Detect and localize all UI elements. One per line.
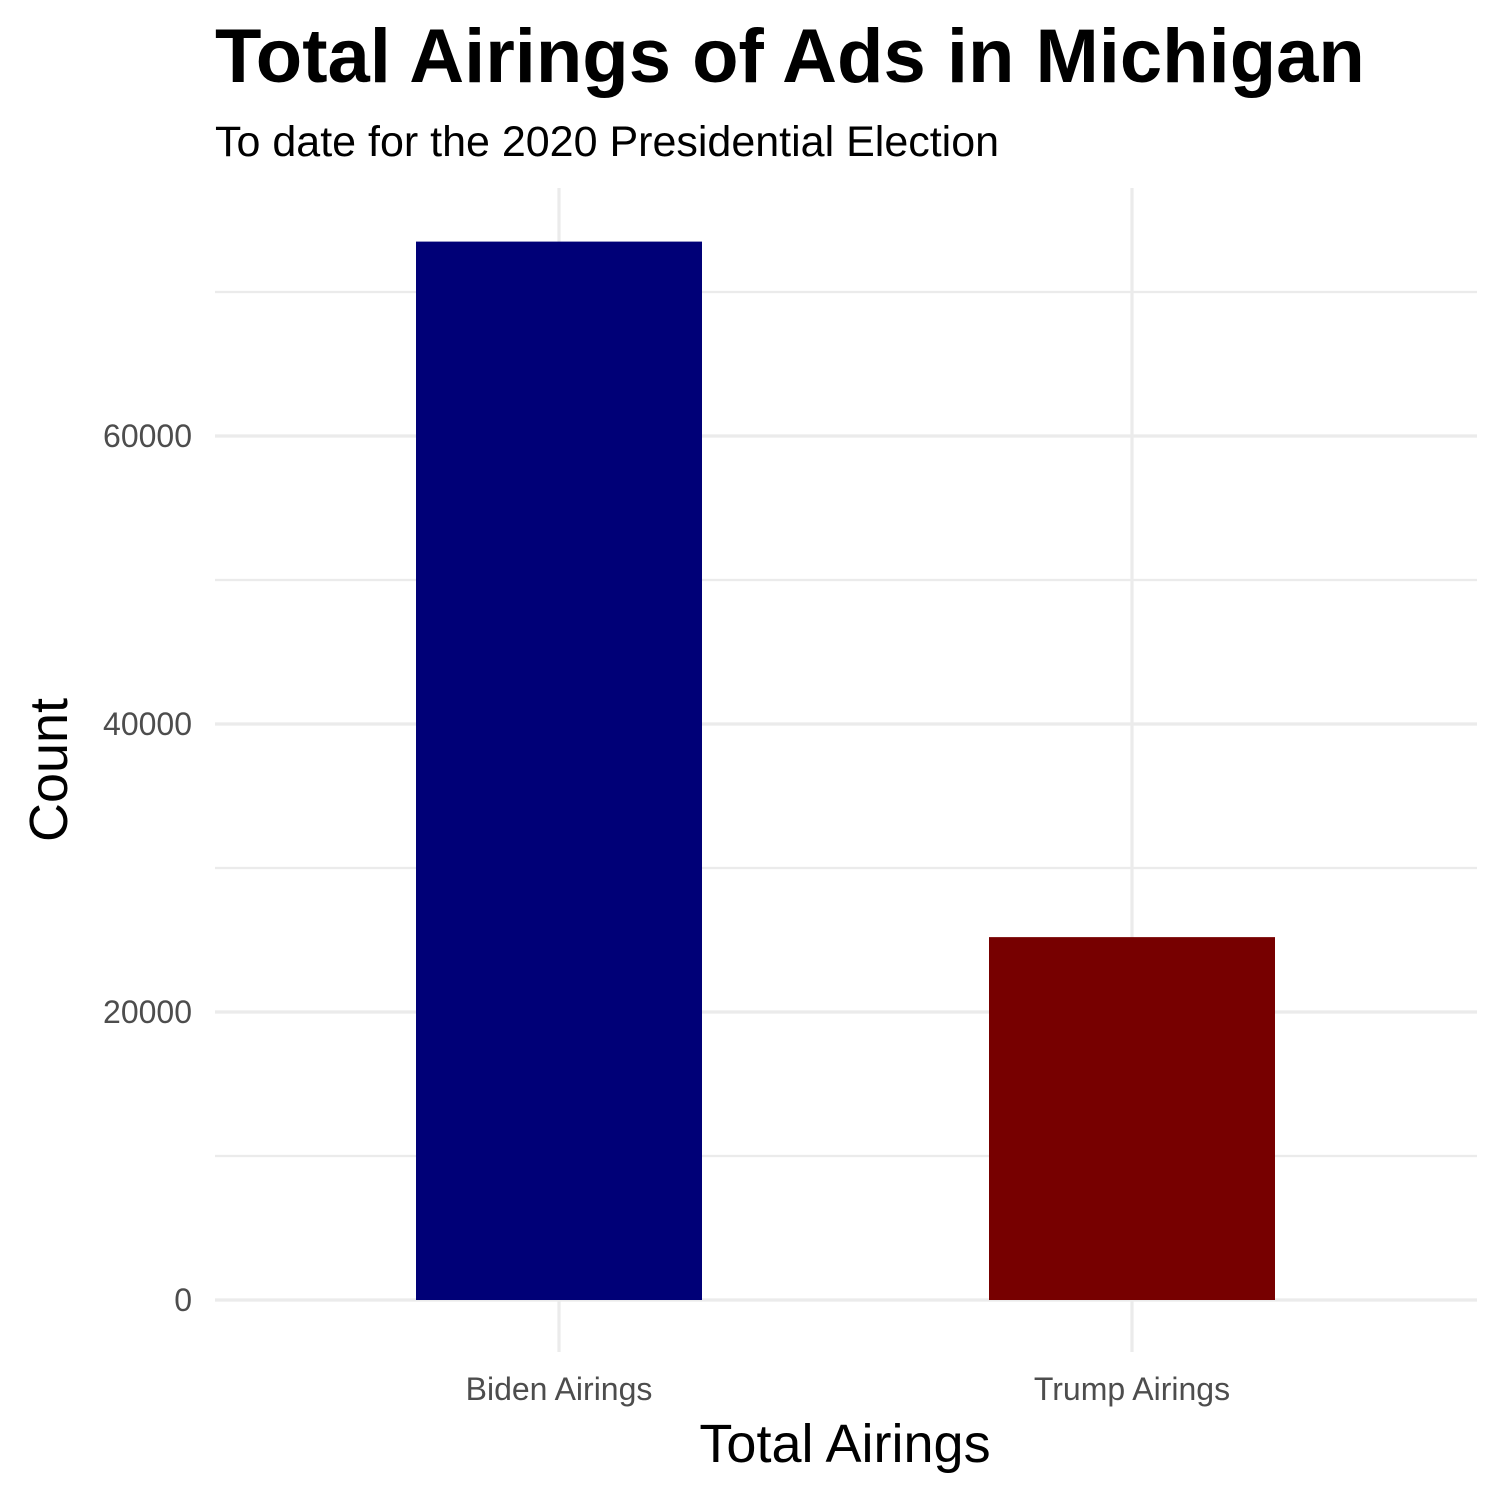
y-axis-title: Count xyxy=(19,698,79,842)
chart-title: Total Airings of Ads in Michigan xyxy=(215,14,1365,99)
bars xyxy=(416,241,1275,1301)
x-tick-label: Trump Airings xyxy=(1034,1371,1230,1407)
grid xyxy=(215,188,1477,1352)
bar-trump-airings xyxy=(989,937,1275,1300)
x-axis-title: Total Airings xyxy=(699,1414,990,1474)
bar-biden-airings xyxy=(416,241,702,1301)
chart-subtitle: To date for the 2020 Presidential Electi… xyxy=(215,118,999,166)
y-axis-ticks: 0 20000 40000 60000 xyxy=(103,418,192,1318)
y-tick-label: 60000 xyxy=(103,418,192,454)
y-tick-label: 40000 xyxy=(103,706,192,742)
y-tick-label: 20000 xyxy=(103,994,192,1030)
y-tick-label: 0 xyxy=(174,1282,192,1318)
x-tick-label: Biden Airings xyxy=(466,1371,653,1407)
x-axis-ticks: Biden Airings Trump Airings xyxy=(466,1371,1230,1407)
